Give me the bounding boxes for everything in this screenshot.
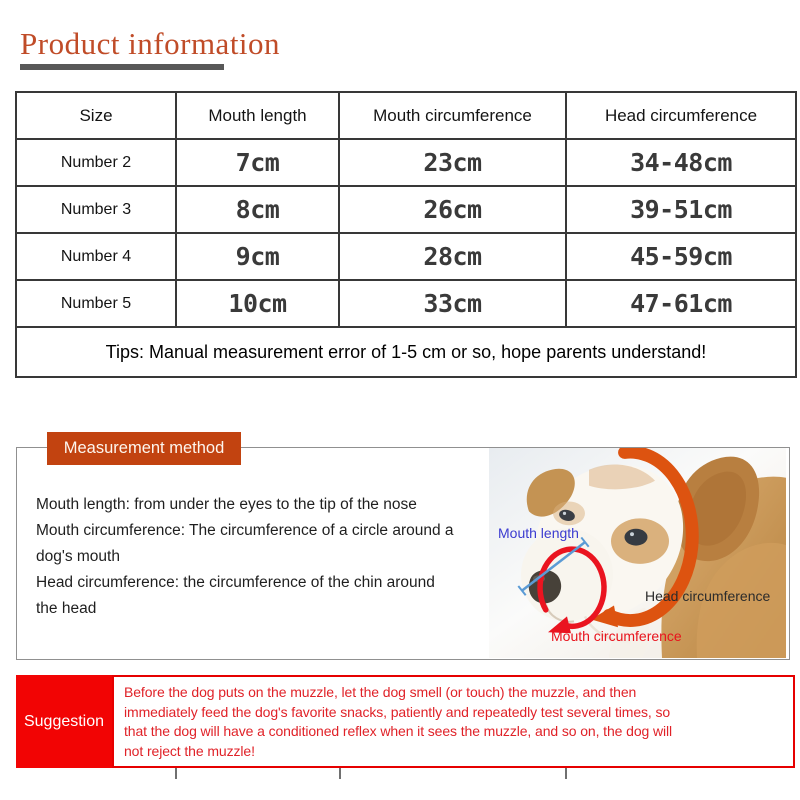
definition-line: Head circumference: the circumference of… bbox=[36, 574, 435, 591]
size-cell: Number 2 bbox=[15, 138, 177, 187]
dog-left-eye-glint bbox=[562, 511, 567, 515]
measurement-method-section: Mouth length: from under the eyes to the… bbox=[16, 447, 790, 660]
dog-right-eye-glint bbox=[630, 532, 634, 537]
cropped-table-divider bbox=[175, 768, 177, 779]
col-header-mouth-circumference: Mouth circumference bbox=[338, 91, 567, 140]
head-circumference-cell: 34-48cm bbox=[565, 138, 797, 187]
size-cell: Number 3 bbox=[15, 185, 177, 234]
suggestion-line: that the dog will have a conditioned ref… bbox=[124, 723, 673, 739]
dog-forehead-patch bbox=[589, 464, 655, 490]
tips-text: Tips: Manual measurement error of 1-5 cm… bbox=[15, 326, 797, 378]
head-circumference-cell: 39-51cm bbox=[565, 185, 797, 234]
dog-left-eye bbox=[559, 509, 575, 521]
definition-line: the head bbox=[36, 600, 97, 617]
mouth-circumference-ellipse bbox=[537, 546, 607, 630]
table-row: Number 2 7cm 23cm 34-48cm bbox=[15, 138, 797, 187]
size-table-section: Size Mouth length Mouth circumference He… bbox=[15, 91, 797, 378]
mouth-circumference-cell: 23cm bbox=[338, 138, 567, 187]
mouth-length-tick-top bbox=[580, 536, 590, 548]
mouth-length-label: Mouth length bbox=[498, 525, 579, 541]
tips-row: Tips: Manual measurement error of 1-5 cm… bbox=[15, 326, 797, 378]
col-header-mouth-length: Mouth length bbox=[175, 91, 340, 140]
col-header-head-circumference: Head circumference bbox=[565, 91, 797, 140]
mouth-circumference-label: Mouth circumference bbox=[551, 628, 682, 644]
head-circumference-cell: 47-61cm bbox=[565, 279, 797, 328]
page-title: Product information bbox=[20, 26, 281, 61]
head-circumference-cell: 45-59cm bbox=[565, 232, 797, 281]
cropped-table-divider bbox=[565, 768, 567, 779]
suggestion-line: immediately feed the dog's favorite snac… bbox=[124, 703, 671, 720]
dog-right-eye bbox=[624, 528, 648, 546]
mouth-circumference-arrowhead bbox=[548, 616, 571, 634]
mouth-length-cell: 7cm bbox=[175, 138, 340, 187]
definition-line: dog's mouth bbox=[36, 548, 120, 565]
suggestion-line: not reject the muzzle! bbox=[124, 742, 255, 759]
suggestion-heading: Suggestion bbox=[16, 675, 112, 768]
table-row: Number 3 8cm 26cm 39-51cm bbox=[15, 185, 797, 234]
head-circumference-arc bbox=[602, 448, 699, 627]
mouth-length-cell: 9cm bbox=[175, 232, 340, 281]
mouth-length-cell: 8cm bbox=[175, 185, 340, 234]
table-row: Number 5 10cm 33cm 47-61cm bbox=[15, 279, 797, 328]
size-table: Size Mouth length Mouth circumference He… bbox=[15, 91, 797, 378]
cropped-table-divider bbox=[339, 768, 341, 779]
dog-measurement-photo bbox=[489, 448, 786, 658]
suggestion-line: Before the dog puts on the muzzle, let t… bbox=[124, 684, 637, 700]
head-circumference-arrowhead bbox=[591, 605, 618, 628]
measurement-method-heading: Measurement method bbox=[47, 432, 241, 465]
definition-line: Mouth circumference: The circumference o… bbox=[36, 522, 454, 539]
table-row: Number 4 9cm 28cm 45-59cm bbox=[15, 232, 797, 281]
dog-shoulder bbox=[696, 542, 786, 658]
measurement-definitions: Mouth length: from under the eyes to the… bbox=[36, 492, 454, 622]
mouth-length-tick-bottom bbox=[517, 585, 527, 596]
mouth-circumference-cell: 26cm bbox=[338, 185, 567, 234]
title-underline bbox=[20, 64, 224, 70]
size-table-header-row: Size Mouth length Mouth circumference He… bbox=[15, 91, 797, 140]
mouth-circumference-cell: 33cm bbox=[338, 279, 567, 328]
size-cell: Number 5 bbox=[15, 279, 177, 328]
mouth-circumference-cell: 28cm bbox=[338, 232, 567, 281]
head-circumference-label: Head circumference bbox=[645, 588, 771, 604]
dog-right-ear-shading bbox=[688, 471, 747, 546]
size-cell: Number 4 bbox=[15, 232, 177, 281]
suggestion-text-box: Before the dog puts on the muzzle, let t… bbox=[112, 675, 795, 768]
dog-illustration bbox=[489, 448, 786, 658]
mouth-length-line bbox=[521, 541, 586, 592]
definition-line: Mouth length: from under the eyes to the… bbox=[36, 496, 417, 513]
mouth-length-cell: 10cm bbox=[175, 279, 340, 328]
col-header-size: Size bbox=[15, 91, 177, 140]
